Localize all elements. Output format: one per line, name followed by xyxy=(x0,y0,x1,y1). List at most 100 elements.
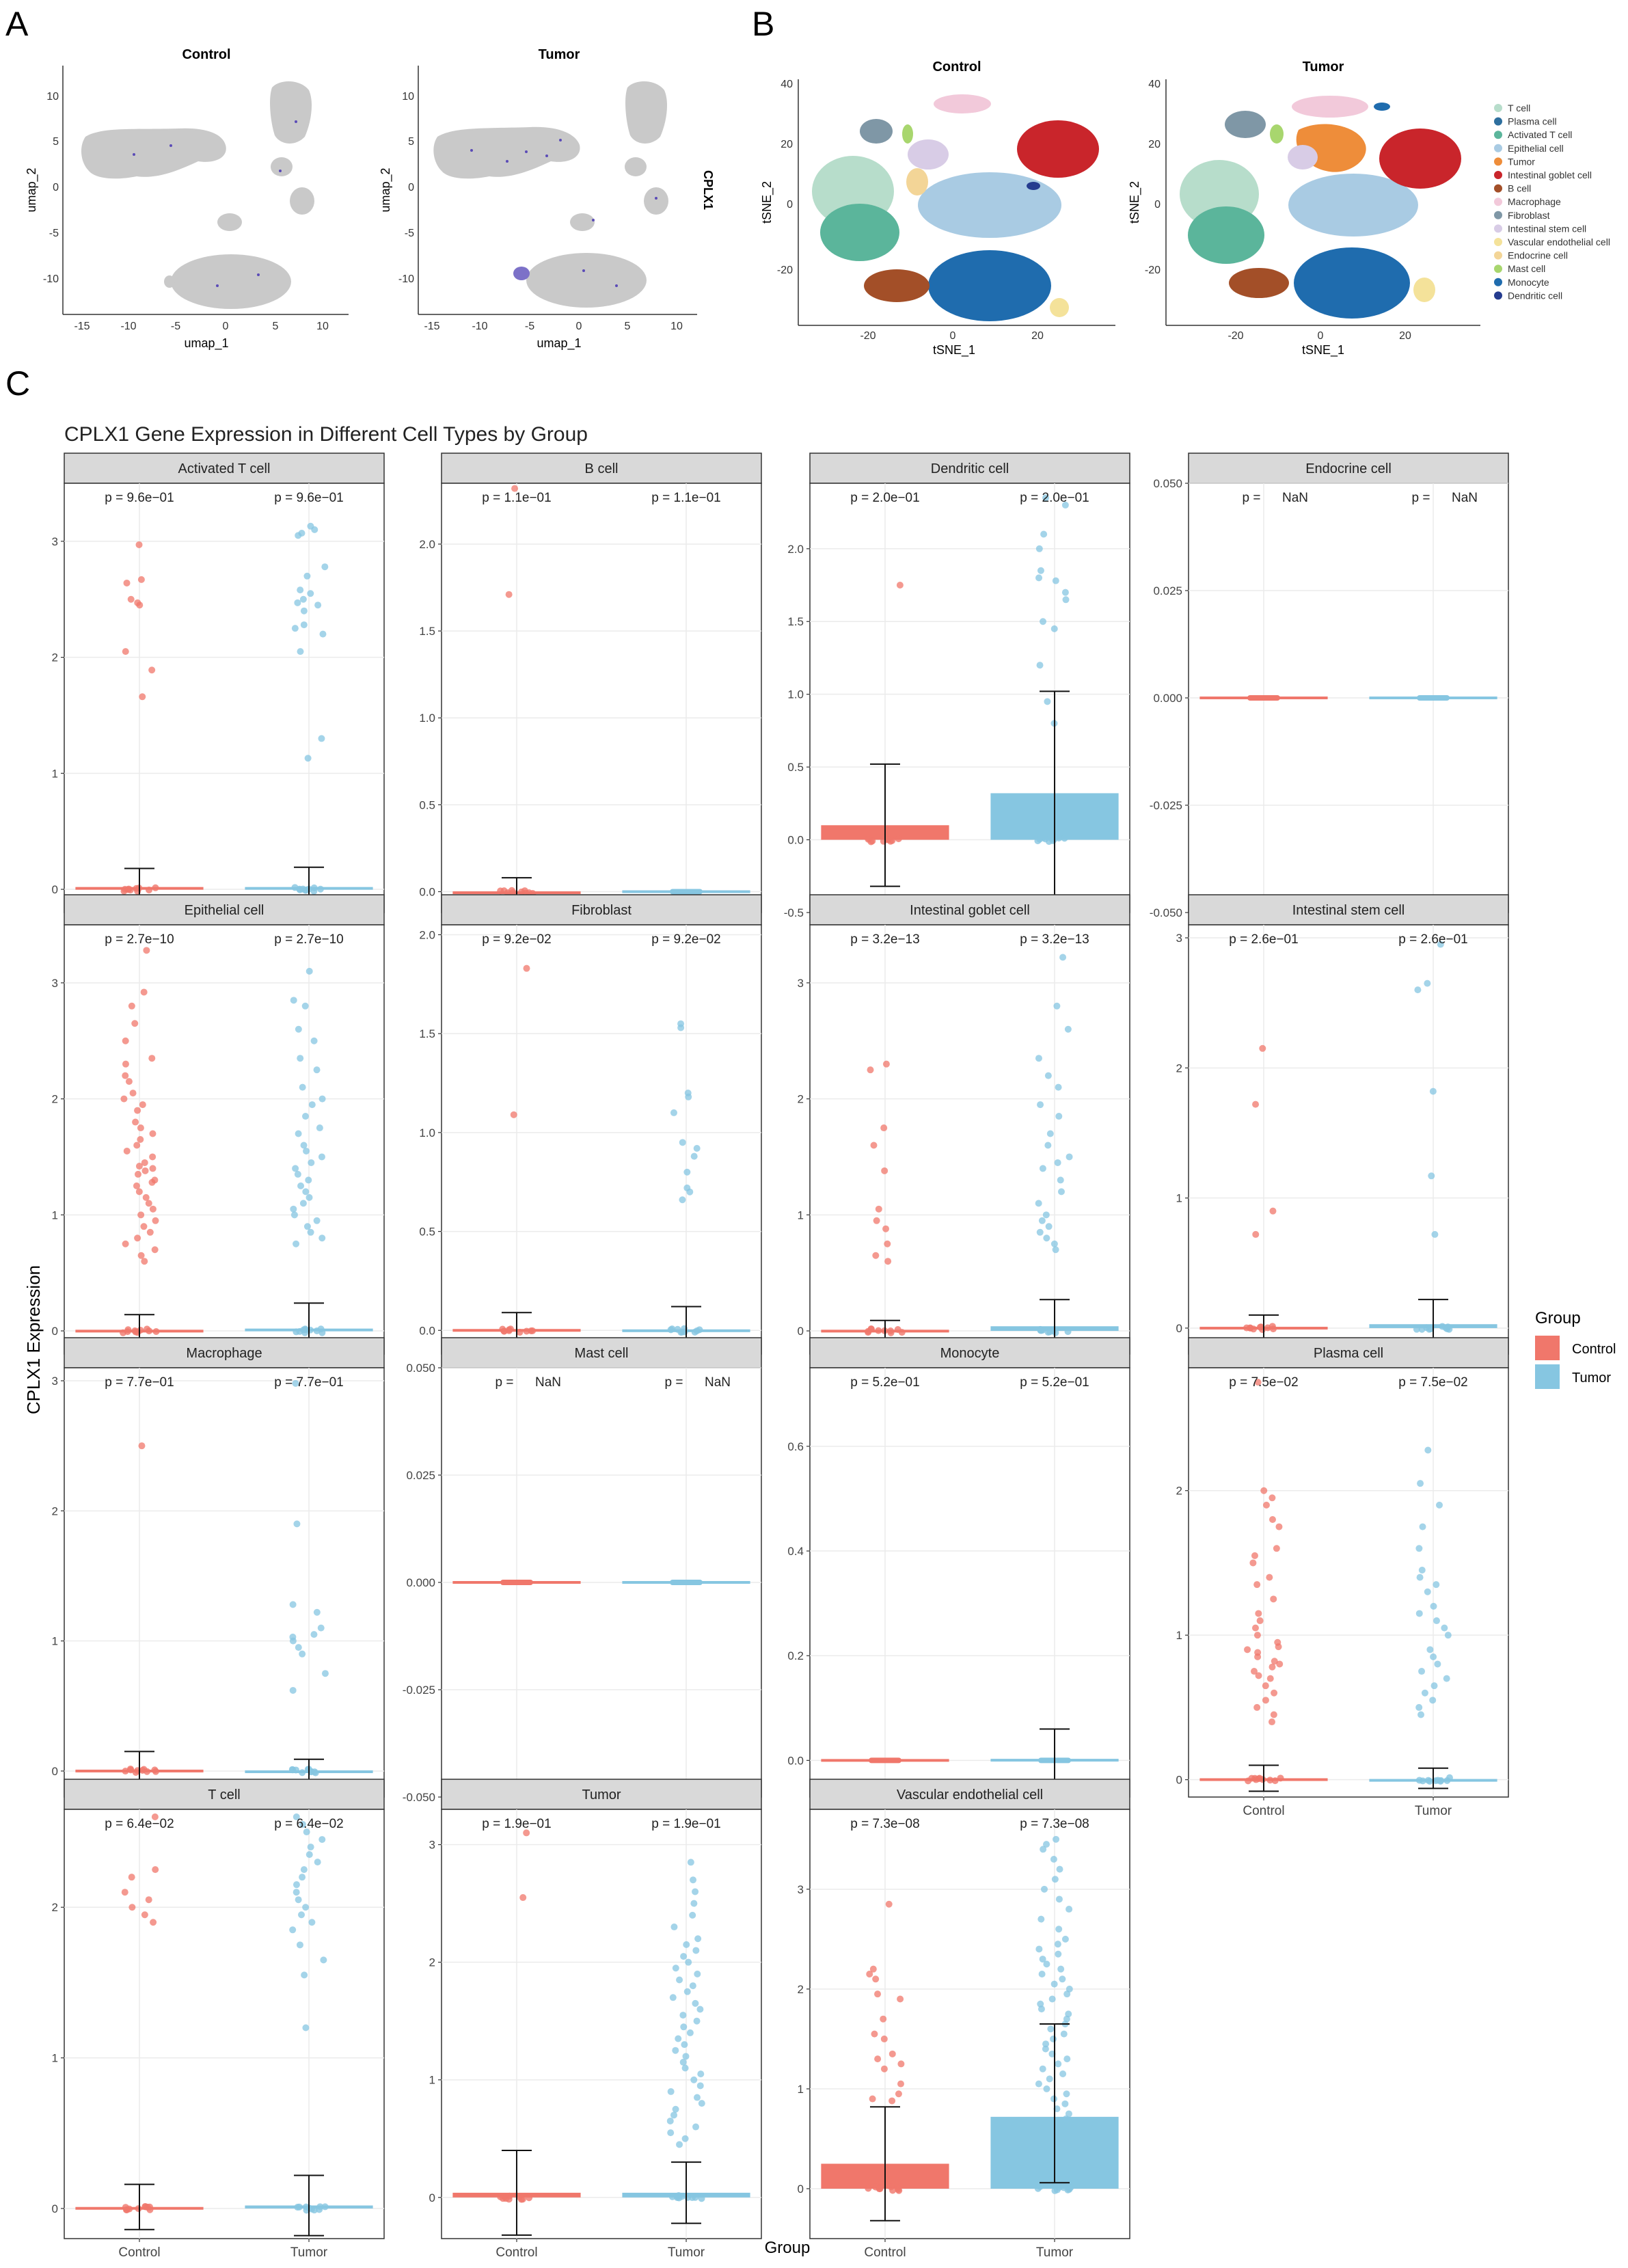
jitter-point xyxy=(1039,1956,1046,1963)
jitter-point xyxy=(1043,1234,1050,1242)
umap-tumor-xlabel: umap_1 xyxy=(537,336,581,351)
jitter-point xyxy=(872,1975,880,1983)
legend-dot xyxy=(1494,238,1502,246)
jitter-point xyxy=(1066,1906,1073,1913)
jitter-point xyxy=(688,2194,696,2202)
jitter-point xyxy=(505,591,513,598)
jitter-point xyxy=(137,1136,144,1143)
jitter-point xyxy=(290,1205,297,1213)
y-tick-label: 1.0 xyxy=(787,688,804,701)
jitter-point xyxy=(1036,662,1044,669)
legend-dot xyxy=(1494,184,1502,193)
jitter-point xyxy=(1038,1970,1046,1977)
jitter-point xyxy=(1426,1646,1434,1653)
jitter-point xyxy=(289,1601,297,1608)
jitter-point xyxy=(887,1329,895,1336)
jitter-point xyxy=(297,586,304,594)
jitter-point xyxy=(875,1205,882,1213)
jitter-point xyxy=(1054,1159,1061,1166)
jitter-point xyxy=(897,2060,905,2068)
umap-xtick: 5 xyxy=(273,321,279,332)
jitter-point xyxy=(294,1170,301,1178)
jitter-point xyxy=(882,1060,890,1068)
jitter-point xyxy=(1415,1703,1423,1711)
jitter-point xyxy=(1064,1328,1072,1336)
jitter-point xyxy=(683,1941,690,1948)
jitter-point xyxy=(1061,589,1069,596)
facet-plot-area xyxy=(441,1809,762,2239)
jitter-point xyxy=(293,1813,300,1821)
jitter-point xyxy=(1050,625,1058,632)
jitter-point xyxy=(1417,1711,1425,1718)
tsne-ytick: 40 xyxy=(1148,79,1161,90)
facet-panel: Fibroblast 0.0 0.5 1.0 1.5 2.0 p = 9.2e−02 p = … xyxy=(419,894,762,1355)
jitter-point xyxy=(126,2205,133,2213)
jitter-point xyxy=(511,485,519,492)
jitter-point xyxy=(1051,1876,1059,1883)
legend-label: Dendritic cell xyxy=(1508,290,1562,301)
tsne-tumor-plot: Tumor 40 20 0 -20 -20 0 20 xyxy=(1128,59,1480,357)
facet-panel: T cell 0 1 2 p = 6.4e−02 p = 6.4e−02 Control Tu… xyxy=(52,1779,385,2260)
facet-strip xyxy=(1188,1337,1509,1368)
jitter-point xyxy=(1045,1223,1053,1230)
jitter-point xyxy=(672,2047,679,2054)
jitter-point xyxy=(1045,838,1053,846)
umap-xtick: 5 xyxy=(625,321,631,332)
p-value-label: p = 2.0e−01 xyxy=(1020,491,1089,505)
jitter-point xyxy=(523,1327,530,1335)
umap-tumor-plot: Tumor 10 5 0 -5 -10 -15 -10 -5 0 xyxy=(379,47,715,351)
jitter-point xyxy=(880,1124,888,1132)
jitter-point xyxy=(124,1326,132,1334)
legend-label: Macrophage xyxy=(1508,196,1561,207)
jitter-point xyxy=(313,1217,321,1224)
jitter-point xyxy=(299,1821,306,1828)
p-value-label: NaN xyxy=(535,1375,561,1390)
y-tick-label: 2.0 xyxy=(787,543,804,556)
umap-ytick: 10 xyxy=(402,91,414,103)
jitter-point xyxy=(1035,1055,1042,1062)
group-legend: Group Control Tumor xyxy=(1535,1309,1616,1389)
jitter-point xyxy=(295,1896,302,1904)
facet-panel: B cell 0.0 0.5 1.0 1.5 2.0 p = 1.1e−01 p = 1.1e… xyxy=(419,453,762,913)
jitter-point xyxy=(300,607,308,615)
jitter-point xyxy=(696,2082,704,2090)
panel-label-c: C xyxy=(5,364,30,403)
jitter-point xyxy=(303,1828,310,1836)
p-value-label: p = xyxy=(496,1375,514,1390)
jitter-point xyxy=(510,1111,517,1118)
jitter-point xyxy=(515,2193,523,2200)
umap-control-ylabel: umap_2 xyxy=(25,167,39,212)
jitter-point xyxy=(1044,698,1051,705)
panel-label-b: B xyxy=(752,5,774,43)
jitter-point xyxy=(500,1327,508,1335)
jitter-point xyxy=(311,526,318,533)
facet-strip xyxy=(809,453,1130,484)
jitter-point xyxy=(314,602,322,609)
jitter-point xyxy=(321,2203,329,2211)
y-tick-label: 3 xyxy=(798,1883,804,1896)
jitter-point xyxy=(321,1670,329,1677)
jitter-point xyxy=(143,947,150,954)
jitter-point xyxy=(123,579,131,586)
umap-xtick: -5 xyxy=(525,321,534,332)
jitter-point xyxy=(1038,1217,1046,1224)
jitter-point xyxy=(692,1947,700,1954)
jitter-point xyxy=(1417,1480,1424,1487)
jitter-point xyxy=(683,1168,691,1176)
chart-ylabel: CPLX1 Expression xyxy=(23,1265,44,1414)
jitter-point xyxy=(149,1153,157,1161)
jitter-point xyxy=(682,2053,690,2060)
jitter-point xyxy=(687,1859,694,1866)
y-tick-label: 0.0 xyxy=(419,885,435,898)
jitter-point xyxy=(1430,1602,1437,1610)
y-tick-label: 2.0 xyxy=(419,928,435,941)
facet-panel: Monocyte 0.0 0.2 0.4 0.6 p = 5.2e−01 p = 5.2e−… xyxy=(787,1337,1130,1798)
tsne-ytick: -20 xyxy=(1145,265,1161,276)
jitter-point xyxy=(880,2035,888,2042)
jitter-point xyxy=(1434,1660,1441,1668)
p-value-label: p = 9.2e−02 xyxy=(482,932,551,947)
x-tick-label: Tumor xyxy=(668,2245,705,2260)
x-tick-label: Control xyxy=(118,2245,160,2260)
jitter-point xyxy=(666,2117,674,2124)
jitter-point xyxy=(1055,1950,1062,1958)
